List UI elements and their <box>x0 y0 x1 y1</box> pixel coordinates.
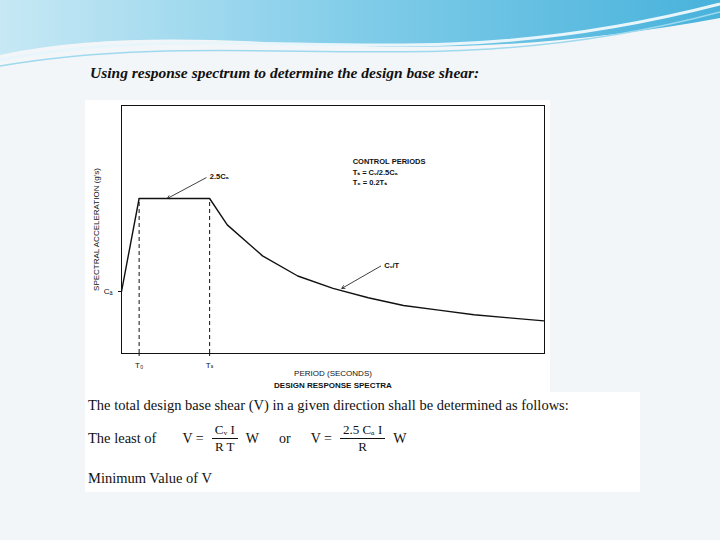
svg-text:PERIOD (SECONDS): PERIOD (SECONDS) <box>294 369 372 378</box>
html-text:V =: V = <box>310 430 332 446</box>
html-text:V =: V = <box>182 430 204 446</box>
svg-text:CONTROL PERIODS: CONTROL PERIODS <box>353 157 426 166</box>
svg-text:Cᵥ/T: Cᵥ/T <box>384 261 399 270</box>
html-text:R: R <box>358 439 367 454</box>
svg-text:Tₛ = Cᵥ/2.5Cₐ: Tₛ = Cᵥ/2.5Cₐ <box>353 168 398 177</box>
html-text:R T: R T <box>214 439 235 454</box>
html-text:W: W <box>393 430 407 446</box>
html-text:The total design base shear (V: The total design base shear (V) in a giv… <box>88 397 569 413</box>
html-text:or: or <box>279 430 291 446</box>
html-text:Cᵥ I: Cᵥ I <box>214 422 235 437</box>
html-text:W: W <box>245 430 259 446</box>
html-text:Minimum Value of V: Minimum Value of V <box>88 470 212 486</box>
html-text:The least of: The least of <box>88 430 157 446</box>
svg-text:Cₐ: Cₐ <box>104 287 114 296</box>
html-text:2.5 Cₐ I: 2.5 Cₐ I <box>343 422 383 437</box>
html-text:Using response spectrum to det: Using response spectrum to determine the… <box>90 64 480 81</box>
svg-text:Tₛ: Tₛ <box>206 361 214 370</box>
svg-text:DESIGN RESPONSE SPECTRA: DESIGN RESPONSE SPECTRA <box>274 381 392 390</box>
svg-text:T₀: T₀ <box>135 361 143 370</box>
svg-text:T₀ = 0.2Tₛ: T₀ = 0.2Tₛ <box>353 178 388 187</box>
svg-text:SPECTRAL ACCELERATION (g's): SPECTRAL ACCELERATION (g's) <box>92 168 101 291</box>
svg-text:2.5Cₐ: 2.5Cₐ <box>210 172 229 181</box>
